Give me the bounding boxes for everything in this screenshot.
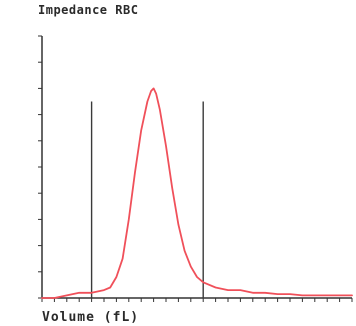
- x-axis-label: Volume (fL): [42, 310, 140, 325]
- gate-lines: [90, 101, 204, 298]
- axes: [38, 35, 353, 302]
- rbc-distribution-line: [41, 87, 353, 299]
- series-layer: [41, 87, 353, 299]
- chart-title: Impedance RBC: [38, 3, 139, 17]
